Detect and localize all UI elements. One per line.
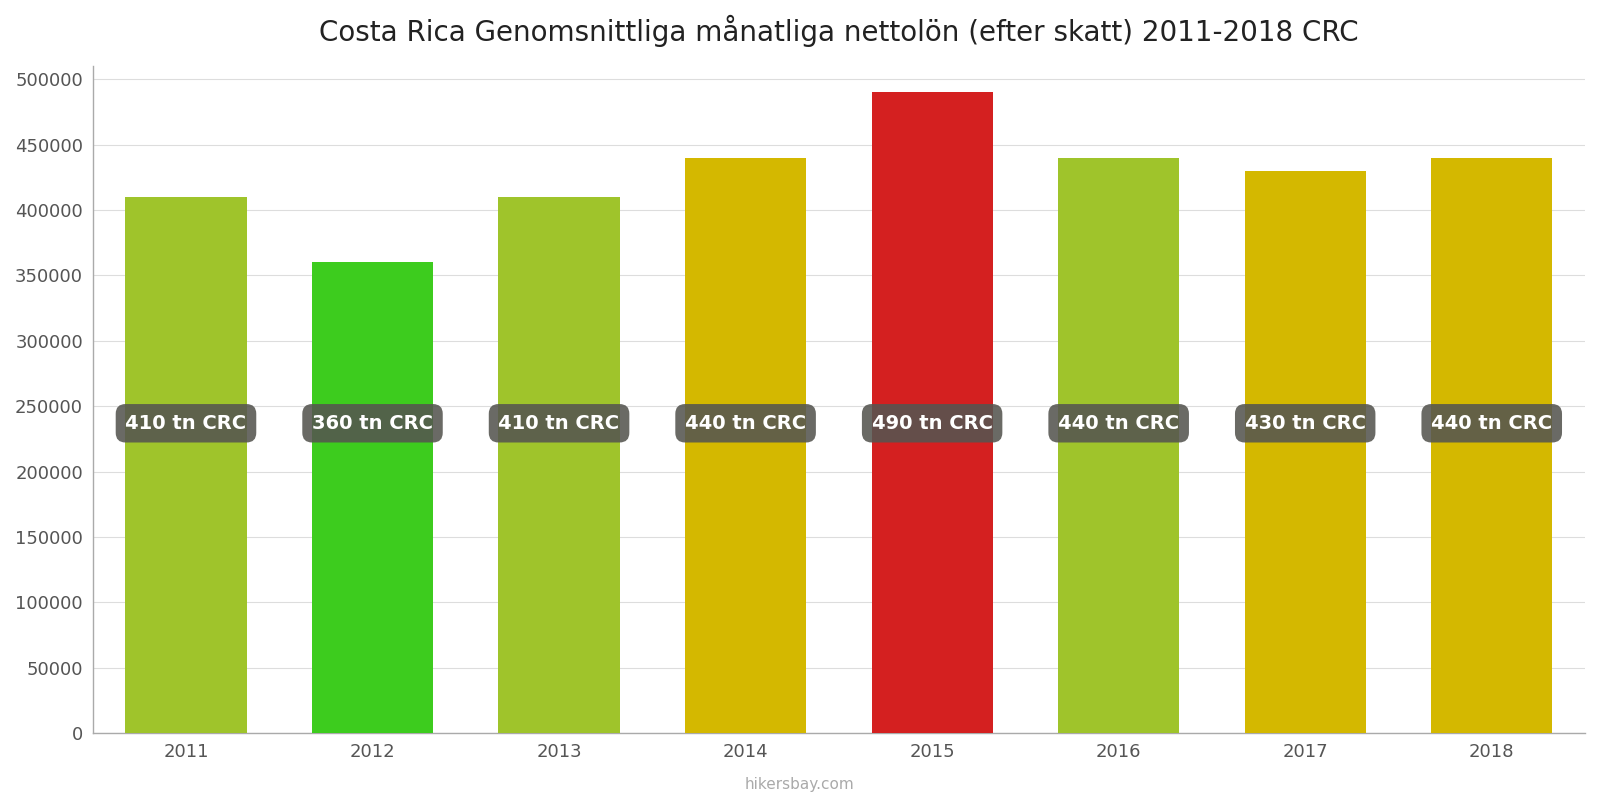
Text: 410 tn CRC: 410 tn CRC <box>125 414 246 433</box>
Text: 490 tn CRC: 490 tn CRC <box>872 414 992 433</box>
Bar <box>1245 171 1366 734</box>
Text: 410 tn CRC: 410 tn CRC <box>499 414 619 433</box>
Bar <box>1058 158 1179 734</box>
Text: 430 tn CRC: 430 tn CRC <box>1245 414 1366 433</box>
Text: 440 tn CRC: 440 tn CRC <box>1058 414 1179 433</box>
Text: 360 tn CRC: 360 tn CRC <box>312 414 434 433</box>
Text: hikersbay.com: hikersbay.com <box>746 777 854 792</box>
Bar <box>685 158 806 734</box>
Bar <box>499 197 619 734</box>
Text: 440 tn CRC: 440 tn CRC <box>685 414 806 433</box>
Bar <box>125 197 246 734</box>
Bar <box>1430 158 1552 734</box>
Bar <box>312 262 434 734</box>
Title: Costa Rica Genomsnittliga månatliga nettolön (efter skatt) 2011-2018 CRC: Costa Rica Genomsnittliga månatliga nett… <box>318 15 1358 47</box>
Text: 440 tn CRC: 440 tn CRC <box>1430 414 1552 433</box>
Bar <box>872 92 992 734</box>
